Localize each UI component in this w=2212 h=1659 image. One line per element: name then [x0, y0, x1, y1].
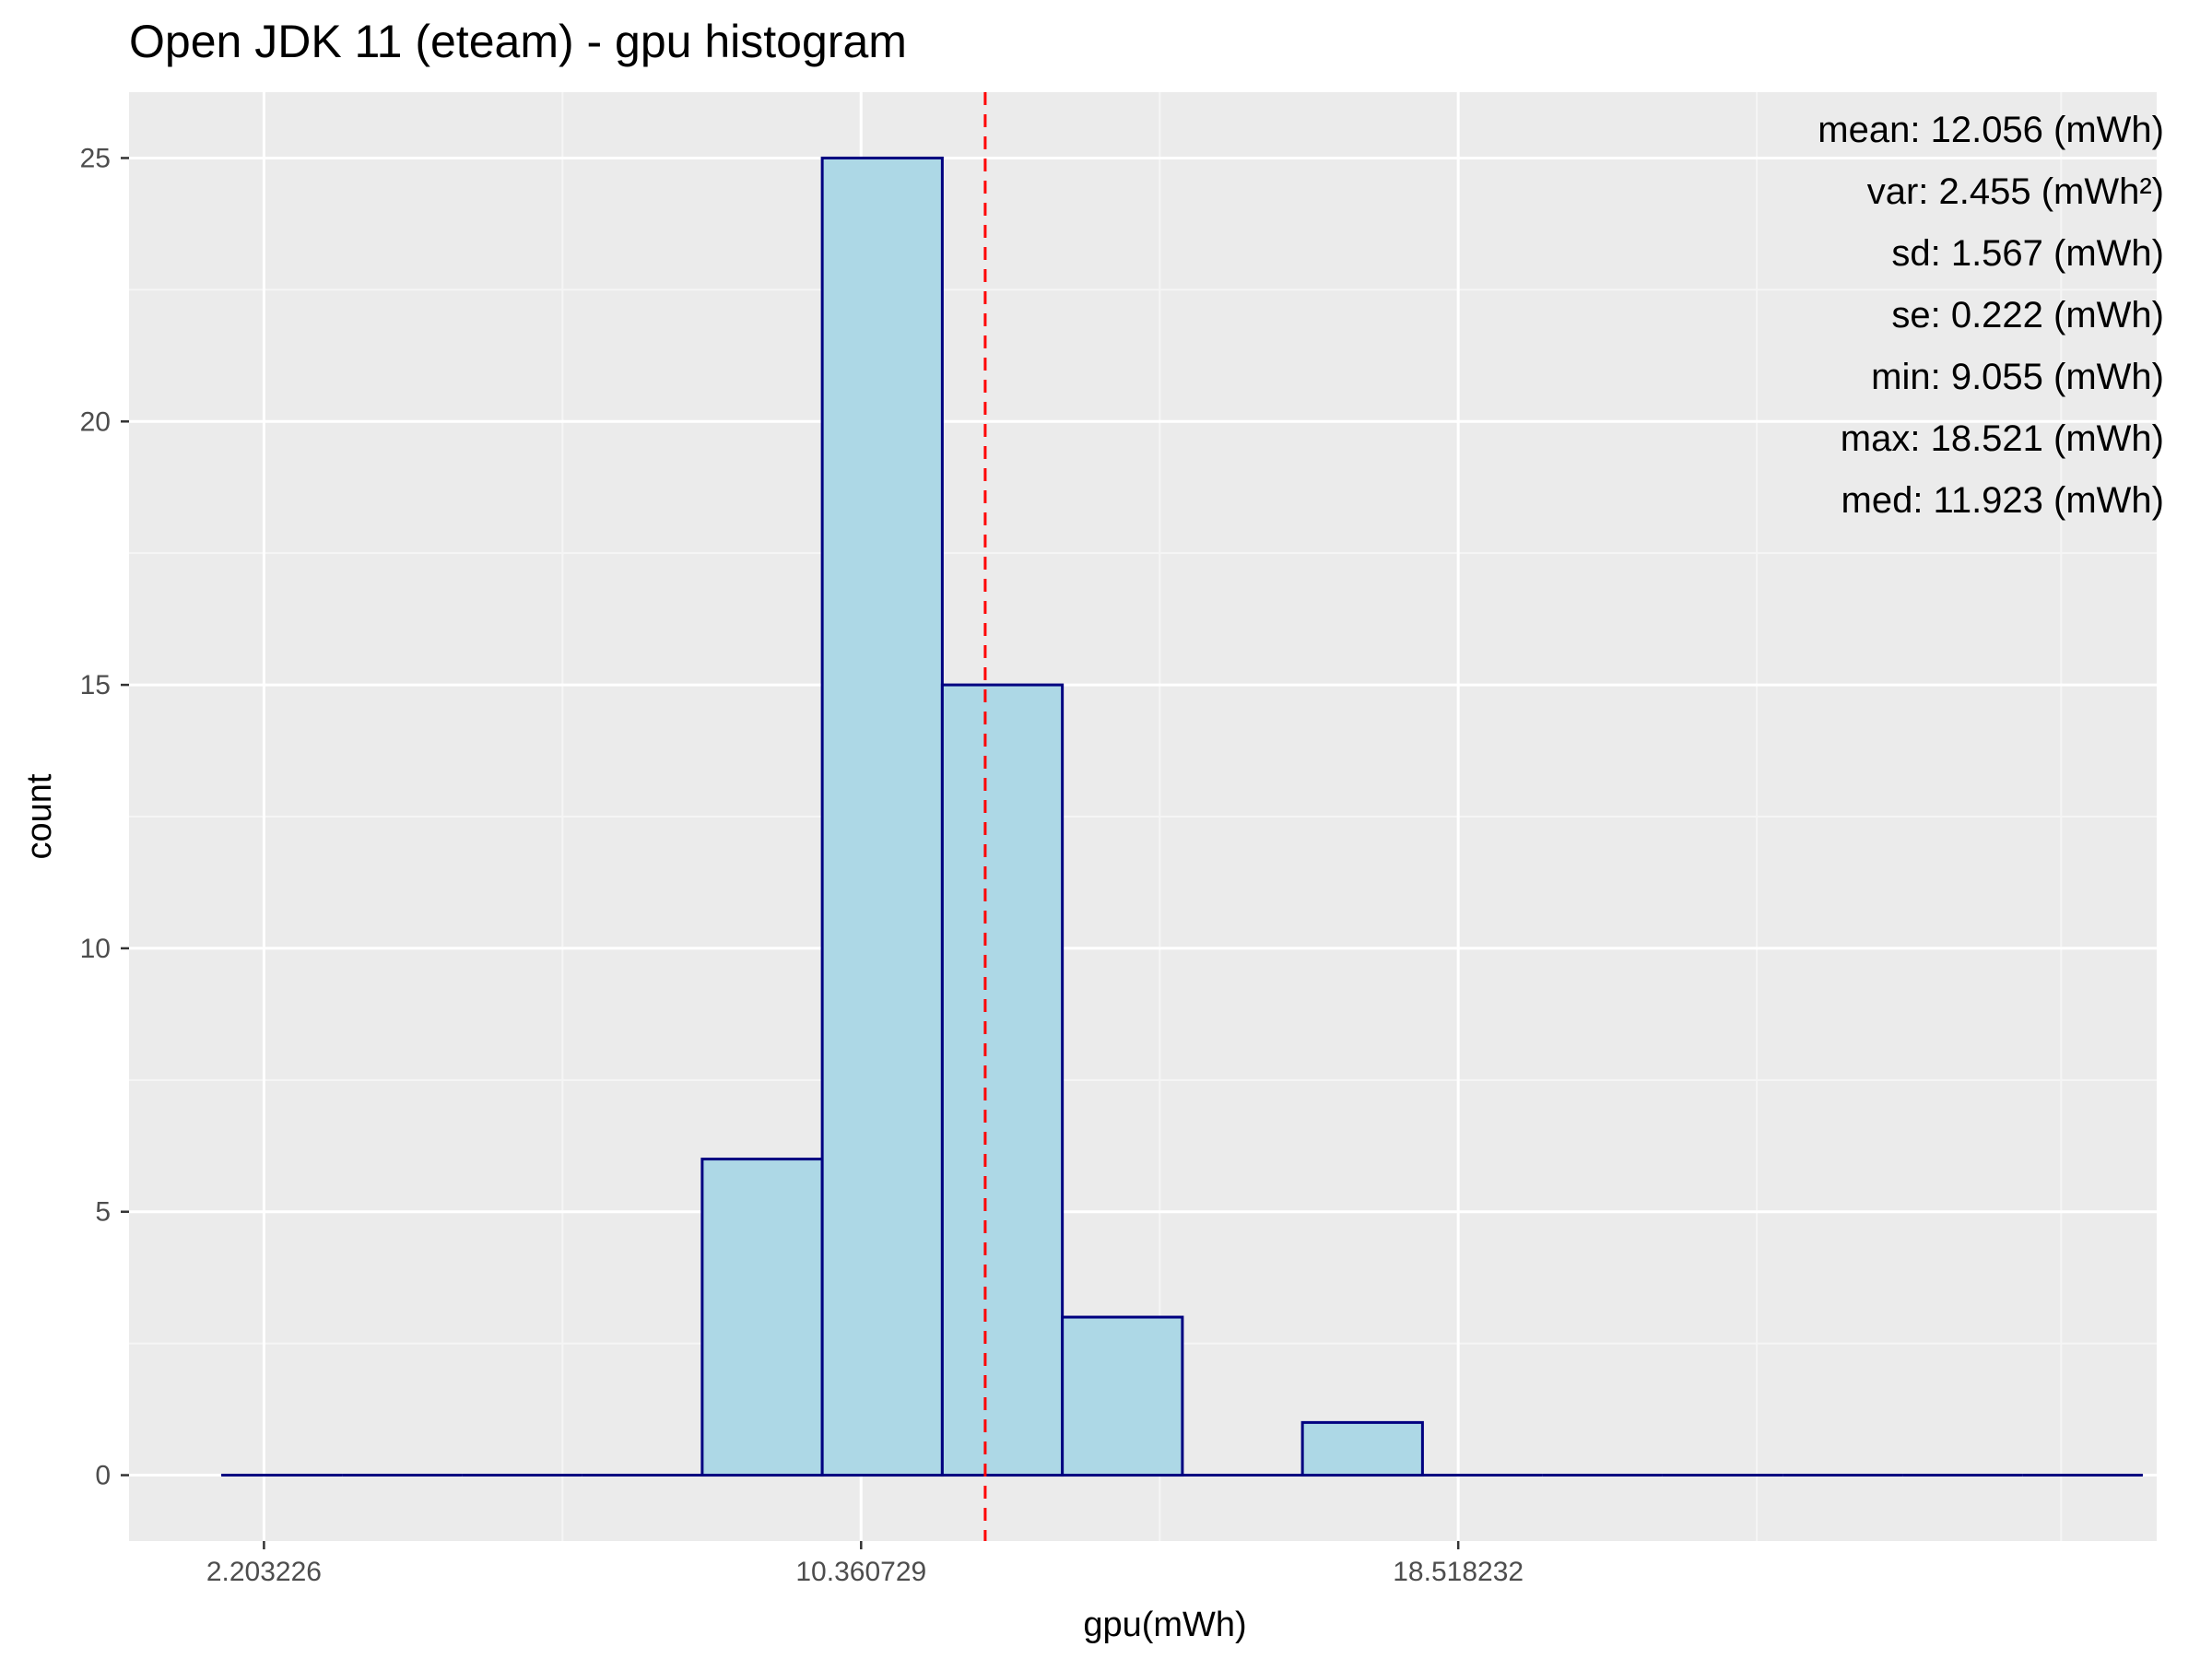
y-tick-label: 15 — [80, 670, 111, 700]
y-tick-label: 10 — [80, 934, 111, 964]
x-tick-label: 18.518232 — [1393, 1557, 1524, 1587]
stat-line: var: 2.455 (mWh²) — [1867, 171, 2164, 212]
grid-minor-lines — [129, 92, 2157, 1541]
stat-line: sd: 1.567 (mWh) — [1891, 233, 2164, 274]
y-tick-label: 5 — [95, 1197, 111, 1228]
chart-title: Open JDK 11 (eteam) - gpu histogram — [129, 16, 907, 67]
y-tick-label: 0 — [95, 1461, 111, 1491]
stat-line: mean: 12.056 (mWh) — [1818, 110, 2164, 150]
x-tick-label: 2.203226 — [206, 1557, 322, 1587]
y-tick-label: 20 — [80, 406, 111, 437]
x-tick-label: 10.360729 — [795, 1557, 926, 1587]
y-axis-title: count — [20, 773, 59, 859]
histogram-bar — [820, 156, 944, 1477]
stat-line: max: 18.521 (mWh) — [1841, 418, 2164, 459]
histogram-bar — [1061, 1315, 1184, 1477]
stat-line: med: 11.923 (mWh) — [1841, 480, 2165, 521]
histogram-bar — [700, 1158, 824, 1477]
stats-annotation: mean: 12.056 (mWh) var: 2.455 (mWh²) sd: 1… — [1818, 110, 2164, 521]
x-axis-ticks: 2.203226 10.360729 18.518232 — [206, 1541, 1524, 1587]
y-tick-label: 25 — [80, 143, 111, 173]
stat-line: min: 9.055 (mWh) — [1871, 357, 2164, 397]
histogram-bar — [1300, 1420, 1424, 1477]
x-axis-title: gpu(mWh) — [1083, 1606, 1246, 1644]
histogram-bar — [940, 683, 1065, 1477]
histogram-bars — [221, 156, 2143, 1477]
y-axis-ticks: 0 5 10 15 20 25 — [80, 143, 129, 1491]
stat-line: se: 0.222 (mWh) — [1891, 295, 2164, 335]
